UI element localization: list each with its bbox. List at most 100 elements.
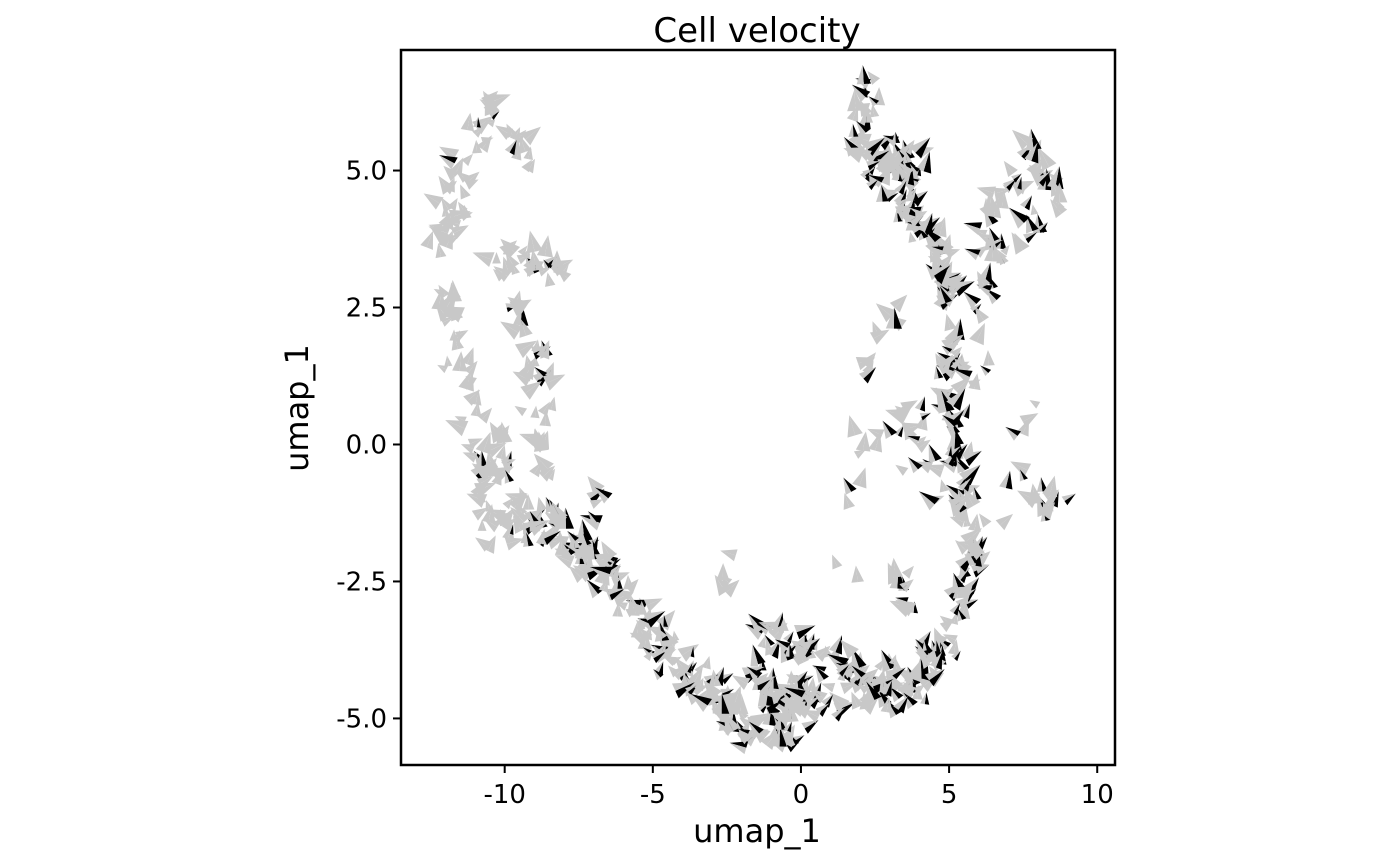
velocity-arrow <box>901 422 924 438</box>
velocity-arrow <box>554 555 575 569</box>
velocity-arrow <box>671 682 695 699</box>
velocity-arrow <box>662 643 676 658</box>
velocity-arrow <box>784 687 806 705</box>
velocity-arrow <box>979 201 996 218</box>
velocity-arrow <box>607 588 625 601</box>
velocity-arrow <box>528 249 545 272</box>
velocity-arrow <box>764 634 775 649</box>
velocity-arrow <box>636 617 646 630</box>
velocity-arrow <box>810 688 828 704</box>
velocity-arrow <box>774 639 791 653</box>
velocity-arrow <box>813 645 831 662</box>
velocity-arrow <box>967 513 981 532</box>
velocity-arrow <box>477 519 487 531</box>
velocity-arrow <box>667 665 680 678</box>
velocity-arrow <box>708 669 722 687</box>
y-tick-label: -5.0 <box>336 704 387 734</box>
velocity-arrow <box>760 730 779 750</box>
velocity-arrow <box>922 639 931 652</box>
velocity-arrow <box>520 126 541 146</box>
velocity-arrow <box>1023 231 1038 244</box>
velocity-arrow <box>484 450 499 471</box>
velocity-arrow <box>531 428 544 446</box>
x-axis: -10 -5 0 5 10 <box>483 765 1114 810</box>
velocity-arrow <box>519 318 533 338</box>
velocity-arrow <box>439 230 453 250</box>
velocity-arrow <box>946 369 957 380</box>
velocity-arrow <box>946 429 963 451</box>
velocity-arrow <box>650 651 667 664</box>
velocity-arrow <box>423 193 444 210</box>
velocity-arrow <box>500 459 516 470</box>
velocity-arrow <box>643 650 653 662</box>
velocity-arrow <box>907 457 923 474</box>
velocity-arrow <box>470 401 482 417</box>
velocity-arrow <box>999 470 1013 490</box>
velocity-arrow <box>801 719 819 734</box>
velocity-arrow <box>950 346 963 359</box>
velocity-arrow <box>942 634 958 646</box>
velocity-arrow <box>654 661 664 675</box>
velocity-arrow <box>920 692 930 705</box>
velocity-arrow <box>895 198 909 211</box>
velocity-arrow <box>457 201 468 214</box>
velocity-arrow <box>428 223 444 234</box>
velocity-arrow <box>947 285 963 297</box>
velocity-arrow <box>872 321 882 335</box>
velocity-arrow <box>880 680 892 697</box>
velocity-arrow <box>643 598 663 612</box>
velocity-arrow <box>882 420 898 440</box>
velocity-arrow <box>512 129 527 144</box>
velocity-arrow <box>851 691 864 710</box>
velocity-arrow <box>887 156 907 171</box>
velocity-arrow <box>1027 483 1044 505</box>
velocity-arrow <box>955 540 971 555</box>
velocity-arrow <box>636 600 648 615</box>
velocity-arrow <box>868 96 880 107</box>
velocity-arrow <box>944 445 953 457</box>
velocity-arrow <box>963 487 981 510</box>
velocity-arrow <box>976 186 997 200</box>
velocity-arrow <box>493 266 512 283</box>
velocity-arrow <box>1041 494 1054 512</box>
velocity-arrow <box>821 682 836 693</box>
velocity-arrow <box>472 139 483 154</box>
velocity-arrow <box>594 487 613 504</box>
velocity-arrow <box>885 307 902 329</box>
velocity-arrow <box>906 210 928 228</box>
velocity-arrow <box>757 636 766 649</box>
velocity-arrow <box>612 602 623 617</box>
velocity-arrow <box>586 579 604 599</box>
velocity-arrow <box>517 245 528 257</box>
velocity-arrow <box>790 640 812 657</box>
velocity-arrow <box>1019 413 1039 428</box>
velocity-arrow <box>451 333 464 351</box>
velocity-arrow <box>972 550 985 561</box>
velocity-arrow <box>440 317 454 327</box>
velocity-arrow <box>784 643 795 657</box>
velocity-arrow <box>516 254 531 265</box>
velocity-arrow <box>739 717 752 728</box>
velocity-arrow <box>758 621 775 633</box>
velocity-arrow <box>594 552 618 569</box>
velocity-arrow <box>806 677 817 692</box>
velocity-arrow <box>858 366 877 384</box>
velocity-arrow <box>857 683 870 695</box>
velocity-arrow <box>721 579 740 598</box>
velocity-arrow <box>995 513 1014 531</box>
velocity-arrow <box>521 159 533 173</box>
velocity-arrow <box>914 396 926 412</box>
velocity-arrow <box>898 674 914 696</box>
velocity-arrow <box>908 206 922 216</box>
velocity-arrow <box>461 171 480 189</box>
velocity-arrow <box>929 220 943 235</box>
velocity-arrow <box>642 626 653 641</box>
velocity-arrow <box>989 227 1000 243</box>
velocity-arrow <box>729 741 749 755</box>
velocity-arrow <box>956 569 969 584</box>
velocity-arrow <box>441 205 451 217</box>
velocity-arrow <box>802 709 822 724</box>
velocity-arrow <box>815 703 830 717</box>
velocity-arrow <box>1030 204 1039 216</box>
